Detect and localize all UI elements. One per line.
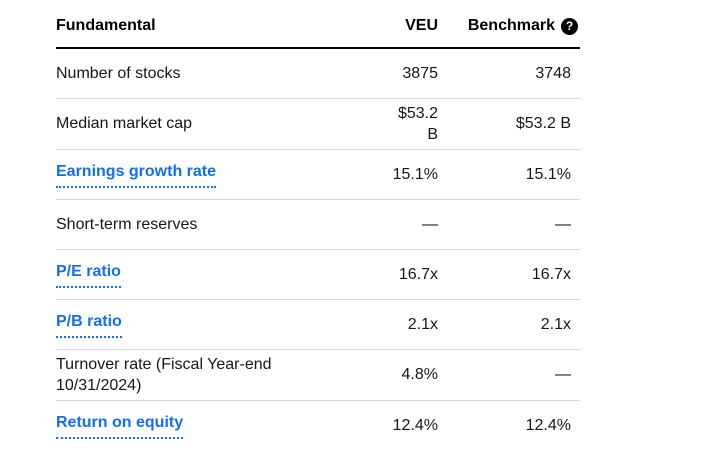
benchmark-value: 12.4% (525, 416, 571, 434)
row-label: Number of stocks (56, 64, 181, 82)
table-row: Earnings growth rate 15.1% 15.1% (56, 149, 580, 200)
table-row: Median market cap $53.2 B $53.2 B (56, 98, 580, 150)
veu-value: 15.1% (388, 149, 438, 200)
metric-link[interactable]: Earnings growth rate (56, 161, 217, 188)
column-header-veu: VEU (388, 6, 438, 49)
table-row: Return on equity 12.4% 12.4% (56, 400, 580, 450)
row-label: Turnover rate (Fiscal Year-end 10/31/202… (56, 355, 272, 394)
metric-link[interactable]: P/E ratio (56, 261, 121, 288)
column-header-benchmark-label: Benchmark (467, 17, 555, 34)
benchmark-value: 16.7x (438, 249, 580, 300)
veu-value: $53.2 B (388, 98, 438, 150)
table-header-row: Fundamental VEU Benchmark ? (56, 6, 580, 49)
benchmark-value: 15.1% (438, 149, 580, 200)
veu-value: 16.7x (388, 249, 438, 300)
table-row: P/B ratio 2.1x 2.1x (56, 299, 580, 350)
metric-link[interactable]: Return on equity (56, 412, 184, 439)
metric-link[interactable]: P/B ratio (56, 311, 122, 338)
veu-value: 2.1x (388, 299, 438, 350)
table-body: Number of stocks 3875 3748 Median market… (56, 48, 580, 450)
veu-value: 12.4% (392, 416, 438, 434)
row-label: Median market cap (56, 115, 193, 132)
table-row: Number of stocks 3875 3748 (56, 48, 580, 99)
benchmark-value: $53.2 B (438, 98, 580, 150)
table-row: P/E ratio 16.7x 16.7x (56, 249, 580, 300)
benchmark-header-group: Benchmark ? (468, 17, 578, 35)
table-row: Short-term reserves — — (56, 199, 580, 250)
benchmark-value: 3748 (438, 48, 580, 99)
help-icon[interactable]: ? (561, 17, 578, 35)
veu-value: 4.8% (388, 349, 438, 401)
column-header-benchmark: Benchmark ? (438, 6, 580, 49)
column-header-fundamental: Fundamental (56, 6, 388, 49)
veu-value: 3875 (388, 48, 438, 99)
benchmark-value: — (438, 349, 580, 401)
row-label: Short-term reserves (56, 215, 198, 233)
benchmark-value: 2.1x (438, 299, 580, 350)
table-row: Turnover rate (Fiscal Year-end 10/31/202… (56, 349, 580, 401)
fund-fundamentals-section: Fundamental VEU Benchmark ? Number of st… (56, 6, 580, 450)
veu-value: — (388, 199, 438, 250)
benchmark-value: — (438, 199, 580, 250)
fundamentals-table: Fundamental VEU Benchmark ? Number of st… (56, 6, 580, 450)
